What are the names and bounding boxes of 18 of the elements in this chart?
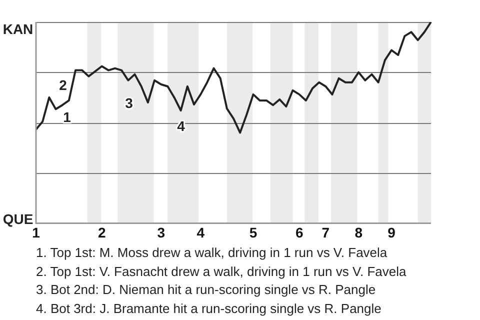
text: 2. Top 1st: V. Fasnacht drew a walk, driving in 1 run vs V. Favela	[36, 262, 406, 281]
text: QUE	[2, 210, 34, 227]
text: KAN	[2, 20, 34, 37]
x-tick-label: 8	[354, 224, 363, 240]
x-tick-label: 5	[249, 224, 258, 240]
x-tick-label: 1	[32, 224, 40, 240]
x-tick-label: 6	[295, 224, 304, 240]
annotation: 2	[59, 76, 68, 93]
x-tick-label: 7	[322, 224, 330, 240]
annotation: 3	[125, 94, 134, 111]
x-tick-label: 4	[196, 224, 205, 240]
text: 1. Top 1st: M. Moss drew a walk, driving in 1 run vs V. Favela	[36, 244, 388, 262]
text: 4. Bot 3rd: J. Bramante hit a run-scoring single vs R. Pangle	[36, 300, 382, 318]
annotation: 1	[63, 108, 72, 125]
x-tick-label: 2	[98, 224, 106, 240]
x-tick-label: 9	[388, 224, 396, 240]
x-tick-label: 3	[157, 224, 166, 240]
text: 3. Bot 2nd: D. Nieman hit a run-scoring single vs R. Pangle	[36, 281, 377, 299]
